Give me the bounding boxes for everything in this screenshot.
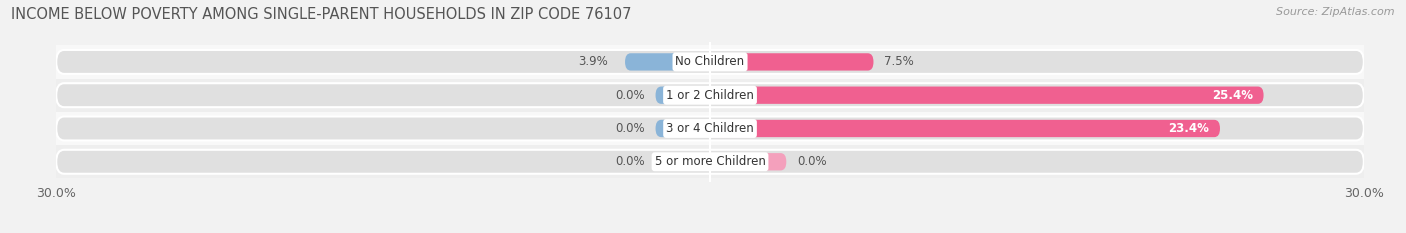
Text: 0.0%: 0.0% (614, 89, 644, 102)
FancyBboxPatch shape (56, 150, 1364, 174)
FancyBboxPatch shape (710, 53, 873, 71)
Text: Source: ZipAtlas.com: Source: ZipAtlas.com (1277, 7, 1395, 17)
Text: No Children: No Children (675, 55, 745, 69)
Bar (56, 45, 1364, 79)
Text: 7.5%: 7.5% (884, 55, 914, 69)
Bar (56, 145, 1364, 178)
FancyBboxPatch shape (56, 116, 1364, 140)
Bar (56, 79, 1364, 112)
Text: 0.0%: 0.0% (614, 155, 644, 168)
Text: 23.4%: 23.4% (1168, 122, 1209, 135)
FancyBboxPatch shape (655, 120, 710, 137)
FancyBboxPatch shape (626, 53, 710, 71)
FancyBboxPatch shape (655, 153, 710, 170)
FancyBboxPatch shape (710, 120, 1220, 137)
Bar (56, 112, 1364, 145)
Text: 1 or 2 Children: 1 or 2 Children (666, 89, 754, 102)
FancyBboxPatch shape (710, 153, 786, 170)
Text: 25.4%: 25.4% (1212, 89, 1253, 102)
Text: 5 or more Children: 5 or more Children (655, 155, 765, 168)
FancyBboxPatch shape (56, 83, 1364, 107)
Text: INCOME BELOW POVERTY AMONG SINGLE-PARENT HOUSEHOLDS IN ZIP CODE 76107: INCOME BELOW POVERTY AMONG SINGLE-PARENT… (11, 7, 631, 22)
FancyBboxPatch shape (710, 86, 1264, 104)
FancyBboxPatch shape (56, 50, 1364, 74)
Text: 3 or 4 Children: 3 or 4 Children (666, 122, 754, 135)
Text: 0.0%: 0.0% (797, 155, 827, 168)
Legend: Single Father, Single Mother: Single Father, Single Mother (602, 230, 818, 233)
Text: 3.9%: 3.9% (578, 55, 607, 69)
Text: 0.0%: 0.0% (614, 122, 644, 135)
FancyBboxPatch shape (655, 86, 710, 104)
